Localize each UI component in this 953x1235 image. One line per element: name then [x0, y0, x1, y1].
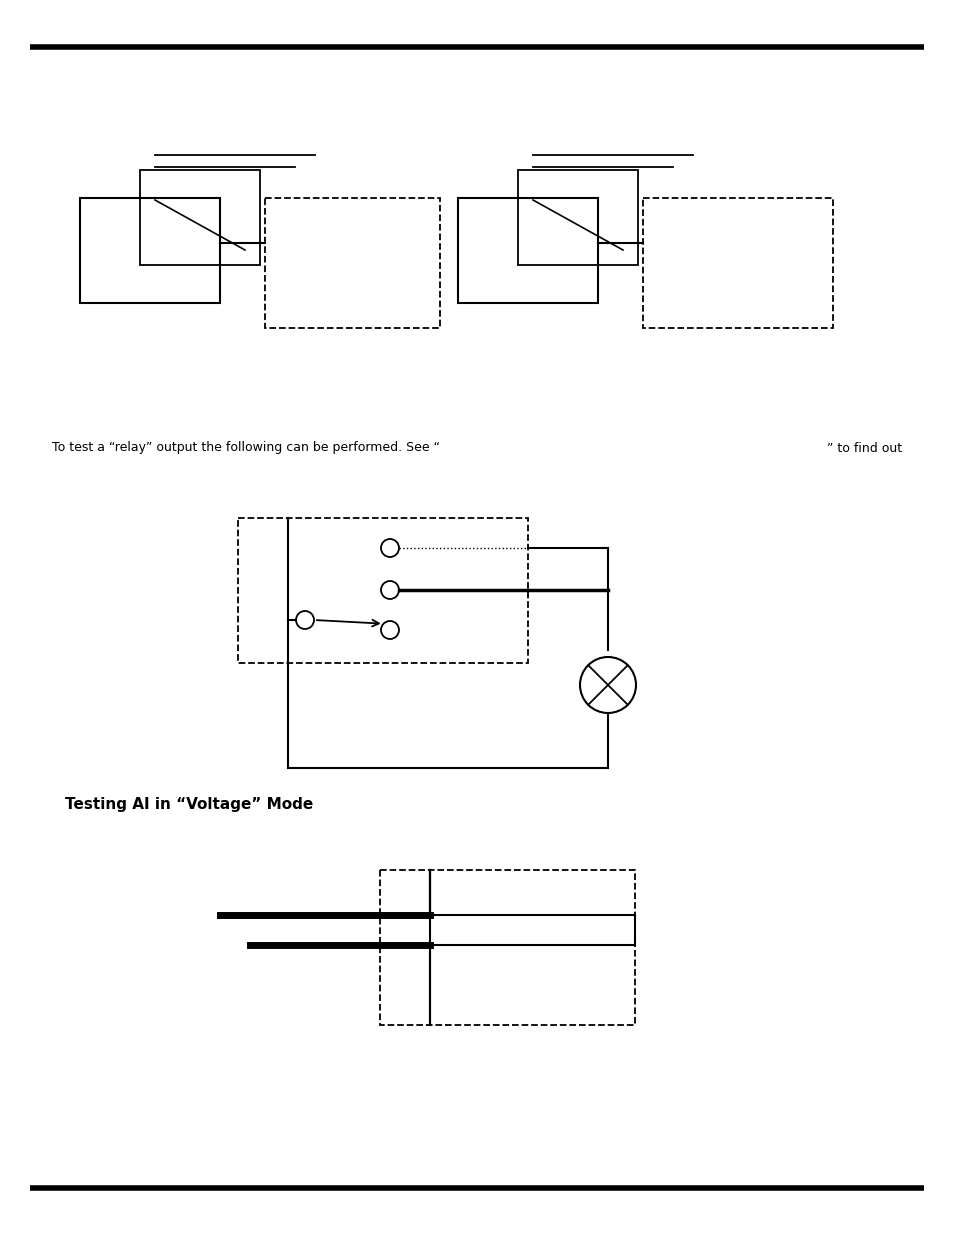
Bar	[80, 198, 220, 303]
Text: ” to find out: ” to find out	[826, 441, 901, 454]
Bar	[642, 198, 832, 329]
Bar	[140, 170, 260, 266]
Bar	[265, 198, 439, 329]
Text: Testing AI in “Voltage” Mode: Testing AI in “Voltage” Mode	[65, 798, 313, 813]
Bar	[517, 170, 638, 266]
Bar	[379, 869, 635, 1025]
Text: To test a “relay” output the following can be performed. See “: To test a “relay” output the following c…	[52, 441, 439, 454]
Bar	[457, 198, 598, 303]
Bar	[237, 517, 527, 663]
